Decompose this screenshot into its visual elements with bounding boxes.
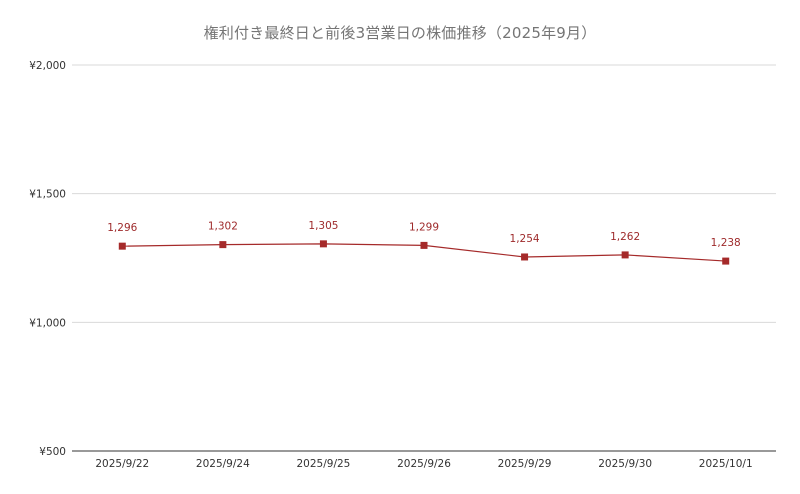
- data-label: 1,262: [610, 231, 640, 243]
- x-tick-label: 2025/10/1: [699, 458, 753, 470]
- data-point-marker: [118, 242, 126, 250]
- data-point-marker: [621, 251, 629, 259]
- x-tick-label: 2025/9/24: [196, 458, 250, 470]
- y-tick-label: ¥2,000: [29, 60, 66, 72]
- y-tick-label: ¥1,500: [29, 189, 66, 201]
- data-label: 1,302: [208, 221, 238, 233]
- data-labels: 1,296 1,302 1,305 1,299 1,254 1,262 1,238: [107, 220, 740, 249]
- x-tick-label: 2025/9/26: [397, 458, 451, 470]
- data-label: 1,238: [711, 237, 741, 249]
- y-tick-label: ¥1,000: [29, 317, 66, 329]
- axes: ¥500 ¥1,000 ¥1,500 ¥2,000 2025/9/22 2025/9/24…: [29, 60, 776, 470]
- data-label: 1,254: [510, 233, 540, 245]
- y-tick-label: ¥500: [39, 446, 66, 458]
- x-tick-label: 2025/9/29: [498, 458, 552, 470]
- x-tick-label: 2025/9/22: [95, 458, 149, 470]
- data-point-marker: [319, 240, 327, 248]
- data-label: 1,296: [107, 222, 137, 234]
- data-label: 1,305: [308, 220, 338, 232]
- x-tick-label: 2025/9/25: [297, 458, 351, 470]
- x-tick-label: 2025/9/30: [598, 458, 652, 470]
- data-point-marker: [722, 257, 730, 265]
- gridlines: [72, 64, 776, 323]
- data-point-marker: [521, 253, 529, 261]
- data-point-marker: [420, 241, 428, 249]
- data-point-marker: [219, 241, 227, 249]
- chart-title: 権利付き最終日と前後3営業日の株価推移（2025年9月）: [203, 24, 597, 42]
- series: [118, 240, 730, 265]
- data-label: 1,299: [409, 221, 439, 233]
